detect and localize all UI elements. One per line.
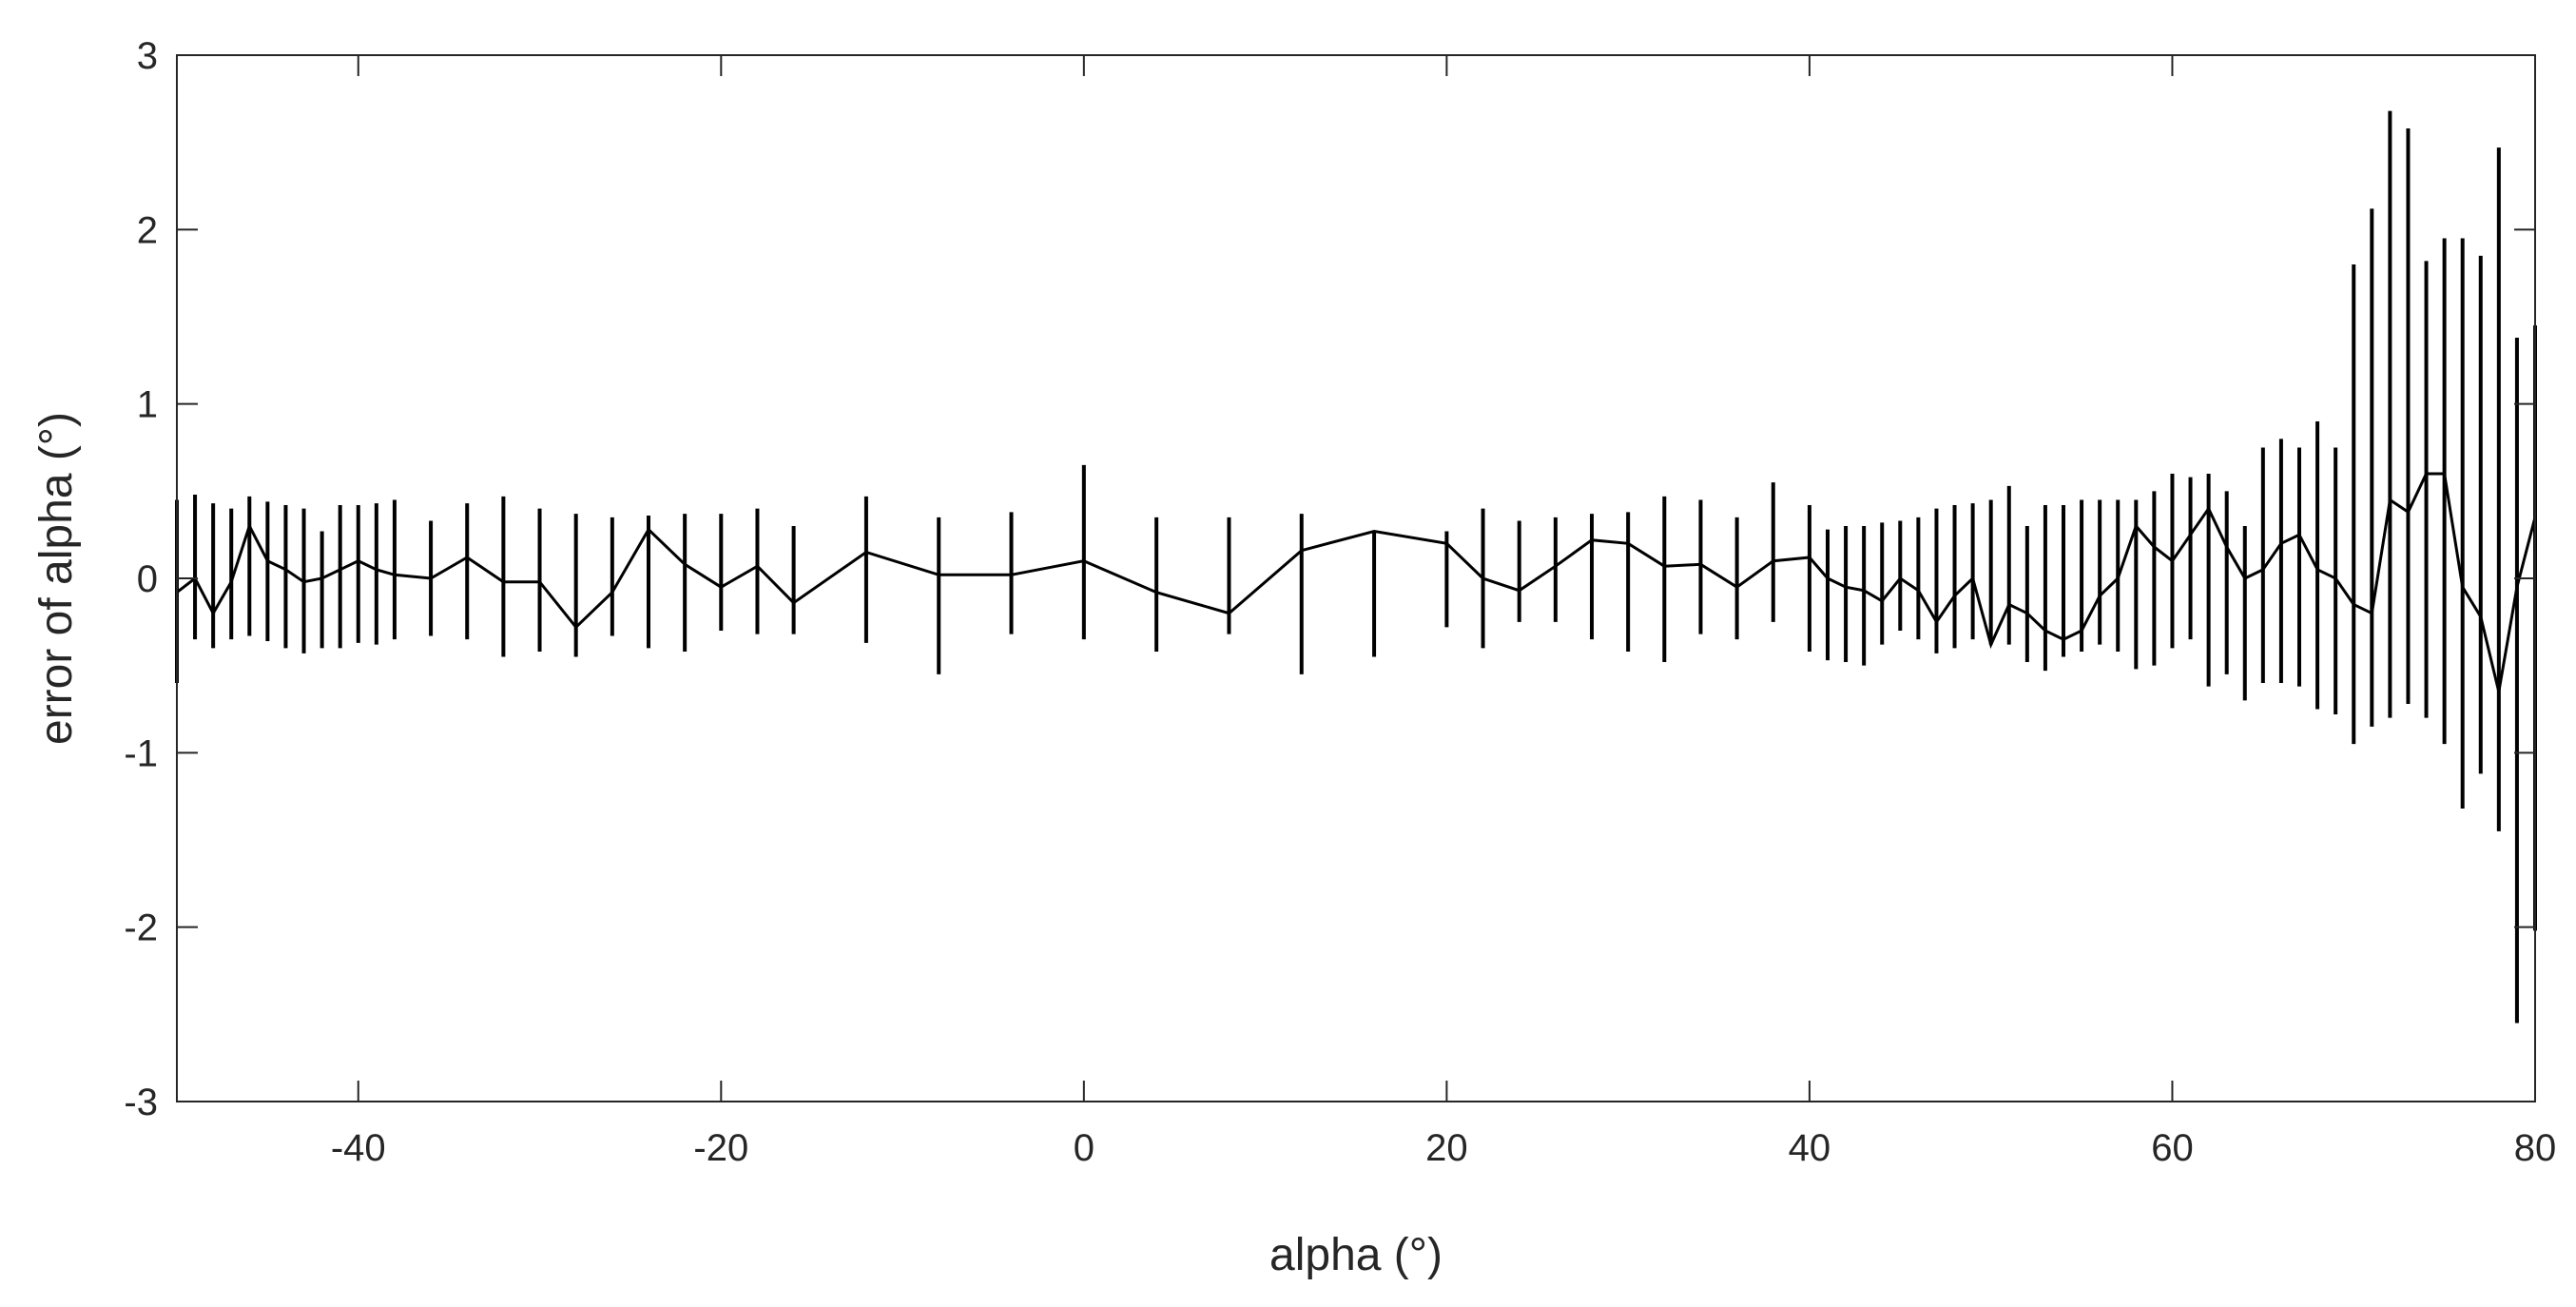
y-tick-label: 3 — [137, 35, 158, 77]
y-tick-label: -3 — [124, 1082, 158, 1123]
y-tick-label: 0 — [137, 558, 158, 600]
x-axis-label: alpha (°) — [1269, 1230, 1443, 1280]
plot-area — [177, 55, 2535, 1102]
x-tick-label: -20 — [693, 1127, 748, 1169]
y-axis-label: error of alpha (°) — [31, 412, 82, 745]
y-tick-label: -1 — [124, 732, 158, 774]
x-axis-ticks: -40 -20 0 20 40 60 80 — [331, 55, 2556, 1169]
x-tick-label: 20 — [1425, 1127, 1468, 1169]
x-tick-label: 0 — [1074, 1127, 1094, 1169]
x-tick-label: -40 — [331, 1127, 386, 1169]
y-tick-label: 1 — [137, 384, 158, 426]
x-tick-label: 40 — [1789, 1127, 1831, 1169]
y-tick-label: 2 — [137, 209, 158, 251]
y-tick-label: -2 — [124, 907, 158, 949]
x-tick-label: 60 — [2151, 1127, 2194, 1169]
x-tick-label: 80 — [2514, 1127, 2557, 1169]
plot-frame — [176, 54, 2536, 1102]
